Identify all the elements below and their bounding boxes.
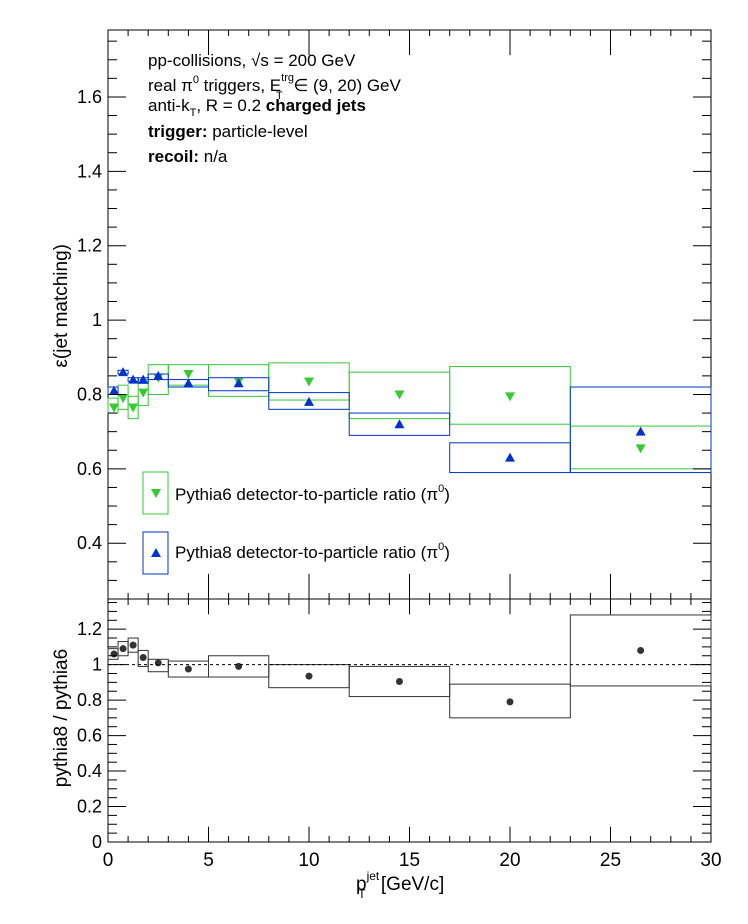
x-tick-label: 0 — [103, 850, 114, 871]
x-tick-label: 15 — [399, 850, 420, 871]
sys-box — [127, 637, 139, 653]
y-tick-label: 1 — [92, 310, 102, 330]
y-tick-label: 1 — [92, 655, 102, 675]
legend-marker-pythia6 — [151, 489, 161, 498]
x-tick-label: 5 — [203, 850, 214, 871]
legend: Pythia6 detector-to-particle ratio (π0) … — [142, 471, 450, 575]
data-point — [138, 388, 149, 398]
sys-box — [569, 614, 712, 687]
data-point — [305, 672, 313, 680]
data-point — [183, 370, 194, 380]
x-axis-label: pjet T [GeV/c] — [356, 869, 444, 901]
legend-label-pythia8: Pythia8 detector-to-particle ratio (π0) — [175, 541, 450, 562]
data-point — [395, 677, 403, 685]
sys-box — [137, 649, 149, 667]
x-tick-label: 10 — [298, 850, 319, 871]
sys-box — [268, 392, 350, 410]
data-point — [184, 665, 192, 673]
annotation-line-3: anti-kT, R = 0.2 charged jets — [148, 96, 366, 119]
top-y-axis-label: ε(jet matching) — [51, 244, 72, 368]
data-point — [394, 419, 405, 429]
bottom-plot-frame — [107, 598, 712, 843]
legend-marker-pythia8 — [151, 548, 161, 557]
data-point — [128, 403, 139, 413]
x-tick-label: 20 — [499, 850, 520, 871]
x-tick-label: 30 — [700, 850, 721, 871]
data-point — [505, 392, 515, 402]
data-point — [118, 367, 129, 377]
y-tick-label: 1.6 — [77, 87, 102, 107]
y-tick-label: 0 — [92, 832, 102, 852]
data-point — [110, 650, 118, 658]
data-point — [235, 662, 243, 670]
bottom-y-axis-label: pythia8 / pythia6 — [51, 649, 72, 787]
data-point — [153, 370, 164, 380]
bottom-axes: 0 0.2 0.4 0.6 0.8 1 1.2 0 5 10 15 20 25 30 — [77, 599, 722, 871]
data-point — [505, 452, 515, 462]
data-point — [304, 377, 314, 387]
annotation-line-2: real π0 triggers, Etrg T ∈ (9, 20) GeV — [148, 72, 402, 102]
sys-box — [348, 665, 451, 698]
y-tick-label: 1.2 — [77, 236, 102, 256]
data-point — [304, 396, 314, 406]
y-tick-label: 0.4 — [77, 533, 102, 553]
legend-box-pythia8 — [142, 531, 169, 575]
data-point — [506, 698, 514, 706]
top-plot-frame — [107, 29, 712, 600]
sys-box — [569, 386, 712, 474]
top-plot-marks — [107, 362, 712, 474]
sys-box — [127, 395, 139, 420]
data-point — [637, 646, 645, 654]
bottom-plot-marks — [107, 614, 712, 719]
y-tick-label: 0.2 — [77, 797, 102, 817]
y-tick-label: 0.6 — [77, 726, 102, 746]
annotation-line-5: recoil: n/a — [148, 147, 228, 166]
annotation-line-4: trigger: particle-level — [148, 122, 308, 141]
top-axes: 0.4 0.6 0.8 1 1.2 1.4 1.6 — [77, 30, 712, 600]
data-point — [154, 659, 162, 667]
y-tick-label: 1.4 — [77, 161, 102, 181]
data-point — [119, 645, 127, 653]
data-point — [118, 394, 129, 404]
x-tick-label: 25 — [600, 850, 621, 871]
data-point — [109, 403, 120, 413]
data-point — [128, 374, 139, 384]
data-point — [129, 641, 137, 649]
data-point — [394, 390, 405, 400]
sys-box — [208, 377, 270, 392]
data-point — [635, 426, 646, 436]
y-tick-label: 0.8 — [77, 690, 102, 710]
data-point — [635, 444, 646, 454]
data-point — [109, 385, 120, 395]
sys-box — [348, 412, 451, 436]
y-tick-label: 0.6 — [77, 459, 102, 479]
data-point — [233, 378, 244, 388]
data-point — [139, 654, 147, 662]
data-point — [138, 374, 149, 384]
y-tick-label: 0.4 — [77, 761, 102, 781]
legend-box-pythia6 — [142, 471, 169, 515]
sys-box — [449, 683, 571, 719]
data-point — [183, 378, 194, 388]
legend-label-pythia6: Pythia6 detector-to-particle ratio (π0) — [175, 483, 450, 504]
annotation-line-1: pp-collisions, √s = 200 GeV — [148, 51, 356, 70]
y-tick-label: 0.8 — [77, 384, 102, 404]
y-tick-label: 1.2 — [77, 619, 102, 639]
